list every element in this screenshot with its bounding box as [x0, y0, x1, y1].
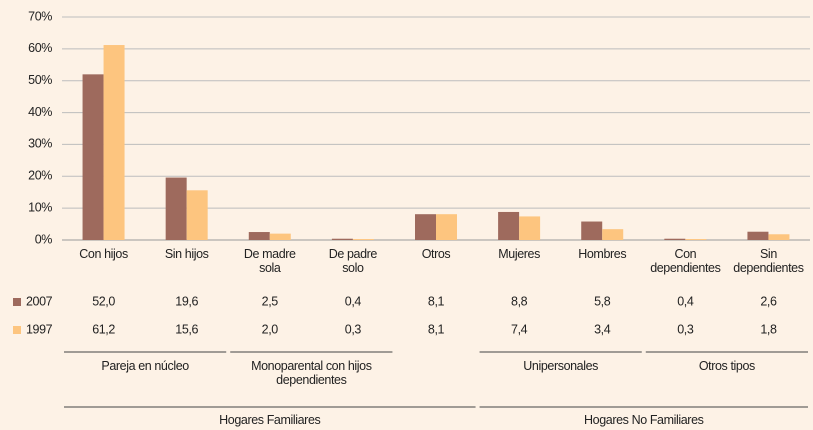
table-value: 1,8 — [760, 322, 777, 336]
table-value: 2,5 — [262, 294, 279, 308]
x-tick-label: Mujeres — [498, 247, 540, 261]
table-value: 8,1 — [428, 294, 445, 308]
table-value: 19,6 — [175, 294, 198, 308]
bar — [519, 216, 541, 240]
table-value: 7,4 — [511, 322, 528, 336]
x-tick-label: De madre sola — [243, 247, 296, 275]
y-tick-label: 20% — [28, 169, 52, 183]
y-tick-label: 0% — [35, 232, 53, 246]
bar — [103, 45, 125, 240]
table-value: 8,1 — [428, 322, 445, 336]
table-value: 61,2 — [92, 322, 115, 336]
bar — [664, 238, 686, 240]
group-label: Hogares Familiares — [219, 413, 321, 427]
bar — [269, 233, 291, 240]
x-tick-label: Hombres — [578, 247, 627, 261]
table-value: 2,0 — [262, 322, 279, 336]
y-tick-label: 60% — [28, 41, 52, 55]
legend-swatch — [13, 298, 21, 306]
bar — [331, 238, 353, 240]
bar — [436, 214, 457, 240]
subgroup-label: Unipersonales — [523, 359, 599, 373]
table-value: 0,3 — [677, 322, 694, 336]
group-label: Hogares No Familiares — [584, 413, 704, 427]
table-value: 52,0 — [92, 294, 115, 308]
bar — [352, 239, 374, 240]
y-tick-label: 70% — [28, 9, 52, 23]
table-value: 15,6 — [175, 322, 198, 336]
subgroup-label: Otros tipos — [698, 359, 755, 373]
bar — [602, 229, 624, 240]
y-tick-label: 50% — [28, 73, 52, 87]
table-value: 0,4 — [345, 294, 362, 308]
bar — [498, 211, 520, 240]
subgroup-label: Monoparental con hijos dependientes — [251, 359, 372, 387]
legend-label: 2007 — [26, 294, 53, 308]
bar — [581, 221, 603, 240]
x-tick-label: Otros — [421, 247, 451, 261]
table-value: 0,3 — [345, 322, 362, 336]
legend-swatch — [13, 326, 21, 334]
table-value: 0,4 — [677, 294, 694, 308]
x-tick-label: De padre solo — [328, 247, 378, 275]
table-value: 5,8 — [594, 294, 611, 308]
x-tick-label: Con hijos — [79, 247, 128, 261]
y-tick-label: 30% — [28, 137, 52, 151]
y-tick-label: 40% — [28, 105, 52, 119]
bar — [82, 74, 104, 240]
bar — [415, 214, 436, 240]
table-value: 8,8 — [511, 294, 528, 308]
bar — [768, 234, 790, 240]
bar — [186, 190, 208, 240]
bar — [248, 232, 270, 240]
x-tick-label: Sin hijos — [164, 247, 209, 261]
y-tick-label: 10% — [28, 200, 52, 214]
legend-label: 1997 — [26, 322, 53, 336]
x-tick-label: Sin dependientes — [733, 247, 804, 275]
table-value: 3,4 — [594, 322, 611, 336]
subgroup-label: Pareja en núcleo — [101, 359, 189, 373]
bar — [685, 239, 707, 240]
bar — [165, 177, 187, 240]
table-value: 2,6 — [760, 294, 777, 308]
x-tick-label: Con dependientes — [650, 247, 721, 275]
bar — [747, 231, 769, 240]
